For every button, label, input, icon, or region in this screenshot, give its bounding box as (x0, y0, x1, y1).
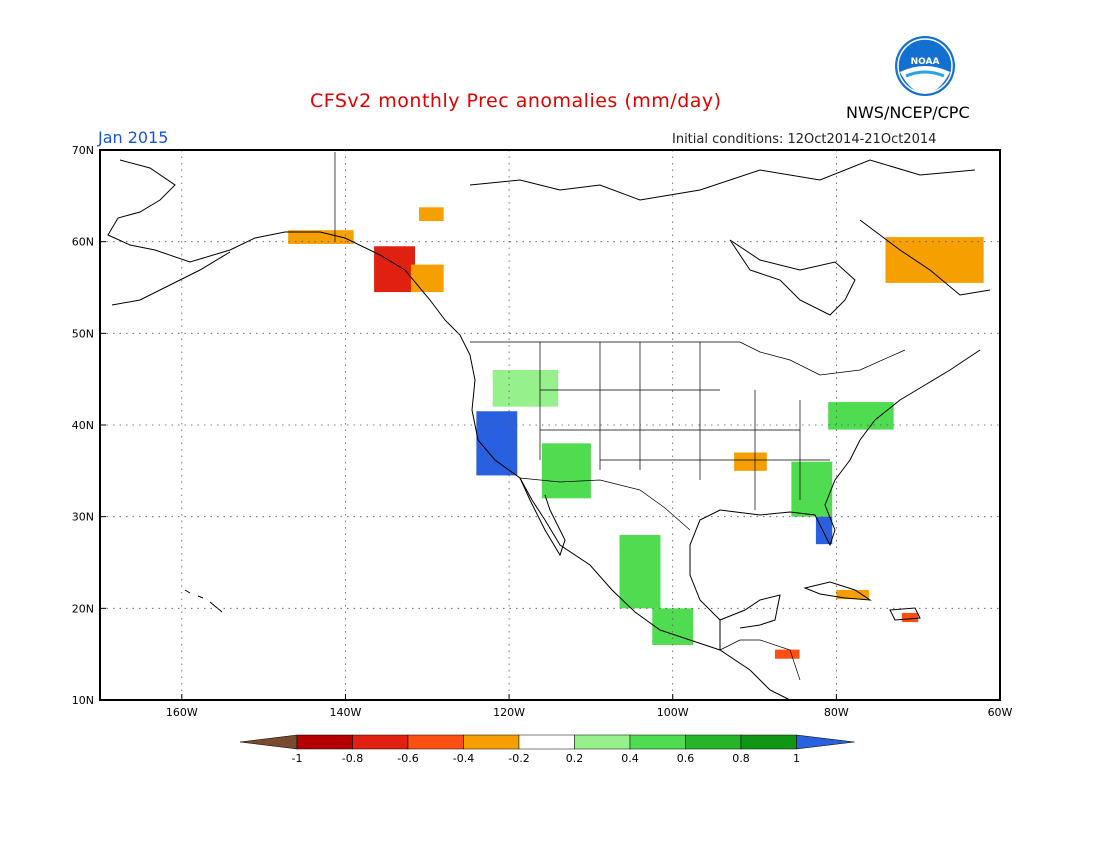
legend-tick-label: -0.4 (453, 752, 474, 765)
latitude-label: 10N (72, 694, 94, 707)
longitude-labels: 160W 140W 120W 100W 80W 60W (166, 706, 1013, 719)
hudson-bay (729, 239, 856, 316)
alaska-peninsula (111, 251, 231, 306)
alaska-coastline (107, 159, 446, 321)
anomaly-patch (619, 535, 661, 609)
legend-tick-label: -0.8 (342, 752, 363, 765)
gulf-coastline (689, 349, 981, 650)
longitude-label: 160W (166, 706, 198, 719)
latitude-label: 70N (72, 144, 94, 157)
baja-coastline (519, 477, 566, 557)
anomaly-patch (492, 370, 559, 407)
longitude-label: 100W (657, 706, 689, 719)
coastlines (107, 159, 991, 701)
latitude-label: 40N (72, 419, 94, 432)
us-mexico-border (519, 477, 691, 531)
legend-tick-label: 0.4 (621, 752, 639, 765)
legend-tick-label: -0.2 (508, 752, 529, 765)
legend-swatch (629, 734, 686, 750)
anomaly-patch (288, 230, 354, 244)
hawaii-islands (184, 589, 223, 613)
latitude-label: 30N (72, 511, 94, 524)
anomaly-patch (791, 461, 833, 517)
legend-tick-label: 0.2 (566, 752, 584, 765)
anomaly-patch (775, 649, 800, 659)
legend-tick-label: 0.8 (732, 752, 750, 765)
legend-tick-label: -1 (292, 752, 303, 765)
forecast-period: Jan 2015 (98, 128, 169, 147)
anomaly-patch (410, 264, 444, 293)
legend-swatch (518, 734, 575, 750)
legend-arrow-low (239, 734, 298, 750)
anomaly-patch (734, 452, 767, 471)
longitude-label: 60W (988, 706, 1013, 719)
legend-swatch (463, 734, 520, 750)
anomaly-patch (374, 246, 415, 293)
longitude-label: 140W (330, 706, 362, 719)
initial-conditions: Initial conditions: 12Oct2014-21Oct2014 (672, 132, 937, 147)
chart-title: CFSv2 monthly Prec anomalies (mm/day) (310, 90, 722, 112)
legend-swatch (407, 734, 464, 750)
legend-tick-label: 1 (793, 752, 800, 765)
arctic-islands (469, 159, 976, 201)
cuba-coastline (803, 581, 872, 601)
longitude-label: 120W (493, 706, 525, 719)
noaa-logo-text: NOAA (911, 57, 940, 67)
mexico-central-america (719, 639, 801, 681)
anomaly-patch (901, 612, 919, 623)
latitude-label: 60N (72, 236, 94, 249)
us-canada-border (470, 341, 906, 376)
legend-tick-label: -0.6 (397, 752, 418, 765)
yucatan-coastline (719, 594, 781, 629)
latitude-labels: 70N 60N 50N 40N 30N 20N 10N (72, 144, 94, 707)
legend-swatch (685, 734, 742, 750)
legend-swatch (574, 734, 631, 750)
labrador-coastline (859, 219, 991, 296)
anomaly-patch (419, 207, 444, 222)
longitude-label: 80W (824, 706, 849, 719)
legend-arrow-high (796, 734, 855, 750)
anomaly-patch (815, 516, 833, 545)
pacific-coastline (444, 319, 791, 701)
legend-swatch (740, 734, 797, 750)
anomaly-patch (541, 443, 591, 499)
legend-swatch (296, 734, 353, 750)
legend-tick-label: 0.6 (677, 752, 695, 765)
legend-swatch (352, 734, 409, 750)
us-state-lines (539, 342, 830, 510)
anomaly-patch (885, 237, 984, 283)
latitude-label: 20N (72, 602, 94, 615)
agency-label: NWS/NCEP/CPC (846, 103, 970, 122)
graticule (100, 150, 1000, 700)
axis-ticks (100, 149, 1001, 701)
color-legend: -1 -0.8 -0.6 -0.4 -0.2 0.2 0.4 0.6 0.8 1 (239, 734, 855, 765)
anomaly-patch (828, 402, 894, 430)
noaa-logo-icon: NOAA (895, 36, 955, 96)
latitude-label: 50N (72, 327, 94, 340)
anomaly-patch (476, 411, 518, 476)
political-boundaries (334, 152, 906, 681)
map-panel: 70N 60N 50N 40N 30N 20N 10N 160W 140W 120W 100W 80… (72, 144, 1013, 719)
anomaly-patch (836, 590, 870, 600)
